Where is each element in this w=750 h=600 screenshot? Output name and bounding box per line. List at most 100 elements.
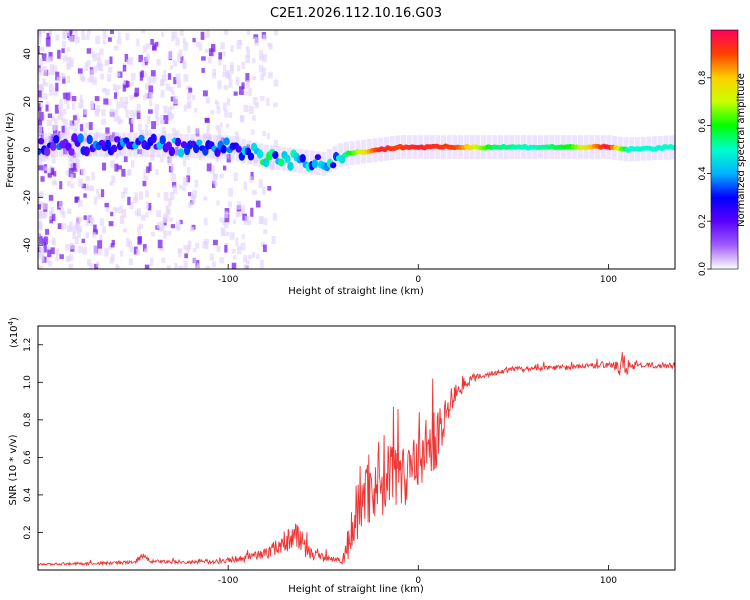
spectrogram-noise-cell	[38, 58, 43, 66]
spectrogram-noise-cell	[60, 73, 66, 79]
spectrogram-noise-cell	[48, 89, 53, 96]
snr-frame	[37, 325, 676, 571]
spectrogram-noise-cell	[110, 211, 114, 217]
spectrogram-noise-cell	[41, 53, 47, 61]
spectrogram-noise-cell	[96, 261, 100, 267]
spectrogram-noise-cell	[115, 153, 119, 159]
spectrogram-noise-cell	[134, 92, 138, 97]
spectrogram-noise-cell	[210, 43, 216, 52]
spectrogram-noise-cell	[159, 246, 165, 251]
spectrogram-noise-cell	[237, 246, 242, 255]
spectrogram-noise-cell	[54, 118, 58, 127]
spectrogram-noise-cell	[127, 196, 131, 206]
spectrogram-noise-cell	[65, 244, 70, 251]
spectrogram-noise-cell	[188, 192, 192, 197]
spectrogram-noise-cell	[62, 32, 66, 40]
spectrogram-halo-cell	[81, 132, 87, 157]
spectrogram-noise-cell	[214, 99, 218, 105]
spectrogram-noise-cell	[226, 98, 231, 106]
spectrogram-noise-cell	[177, 248, 182, 258]
spectrogram-noise-cell	[160, 156, 164, 163]
spectrogram-noise-cell	[110, 243, 115, 248]
spectrogram-noise-cell	[222, 165, 227, 171]
colorbar-tick-label: 0.6	[698, 118, 708, 133]
spectrogram-noise-cell	[247, 220, 252, 226]
spectrogram-noise-cell	[80, 168, 86, 175]
spectrogram-noise-cell	[273, 79, 279, 87]
spectrogram-noise-cell	[67, 181, 72, 187]
spectrogram-noise-cell	[204, 48, 209, 54]
spectrogram-noise-cell	[87, 259, 91, 266]
spectrogram-noise-cell	[122, 64, 127, 72]
spectrogram-noise-cell	[156, 210, 162, 218]
spectrogram-noise-cell	[225, 123, 230, 129]
snr-y-tick-label: 1.2	[23, 338, 33, 352]
spectrogram-noise-cell	[202, 90, 208, 97]
spectrogram-noise-cell	[119, 102, 125, 109]
spectrogram-noise-cell	[69, 58, 74, 68]
spectrogram-noise-cell	[146, 166, 150, 173]
spectrogram-noise-cell	[167, 73, 172, 80]
spectrogram-noise-cell	[112, 84, 117, 91]
spectrogram-noise-cell	[59, 181, 63, 190]
spectrogram-noise-cell	[52, 65, 58, 73]
spectrogram-noise-cell	[54, 104, 59, 114]
spectrogram-noise-cell	[142, 45, 147, 53]
spectrogram-noise-cell	[248, 105, 254, 114]
spectrogram-noise-cell	[45, 228, 50, 235]
spectrogram-noise-cell	[168, 217, 174, 222]
spectrogram-noise-cell	[267, 72, 273, 79]
spectrogram-noise-cell	[168, 86, 174, 92]
spectrogram-noise-cell	[250, 207, 254, 217]
spectrogram-noise-cell	[112, 207, 117, 212]
spectrogram-noise-cell	[104, 202, 109, 208]
spectrogram-noise-cell	[84, 62, 89, 72]
spectrogram-noise-cell	[69, 227, 74, 232]
spectrogram-noise-cell	[93, 224, 97, 233]
spectrogram-noise-cell	[126, 81, 130, 88]
spectrogram-signal-cell	[150, 133, 157, 144]
spectrogram-noise-cell	[129, 81, 134, 87]
spectrogram-noise-cell	[183, 73, 189, 82]
spectrogram-noise-cell	[237, 65, 241, 72]
spectrogram-noise-cell	[95, 52, 101, 61]
spectrogram-noise-cell	[210, 165, 215, 174]
spectrogram-noise-cell	[103, 98, 109, 105]
spectrogram-noise-cell	[68, 35, 74, 42]
spectrogram-noise-cell	[183, 159, 187, 167]
spectrogram-noise-cell	[212, 174, 217, 184]
spectrogram-noise-cell	[243, 255, 248, 263]
spectrogram-noise-cell	[63, 126, 67, 135]
spectrogram-noise-cell	[83, 215, 87, 220]
spectrogram-noise-cell	[85, 122, 89, 129]
spectrogram-noise-cell	[245, 80, 250, 89]
spectrogram-noise-cell	[77, 225, 83, 232]
spectrogram-noise-cell	[144, 83, 149, 90]
spectrogram-noise-cell	[156, 58, 161, 66]
spectrogram-noise-cell	[148, 97, 153, 106]
spectrogram-noise-cell	[258, 179, 263, 188]
spectrogram-noise-cell	[173, 77, 177, 85]
spectrogram-signal-cell	[299, 154, 306, 163]
spectrogram-noise-cell	[224, 222, 229, 229]
spectrogram-noise-cell	[229, 232, 235, 240]
spectrogram-signal-cell	[235, 145, 242, 153]
spectrogram-signal-cell	[247, 152, 255, 161]
spectrogram-noise-cell	[144, 56, 150, 63]
spectrogram-noise-cell	[73, 128, 78, 138]
spectrogram-noise-cell	[145, 190, 149, 198]
spectrogram-noise-cell	[68, 254, 74, 261]
spectrogram-noise-cell	[94, 133, 98, 142]
spectrogram-signal-cell	[98, 139, 106, 147]
spectrogram-noise-cell	[76, 117, 80, 124]
spectrogram-noise-cell	[160, 119, 165, 125]
spectrogram-noise-cell	[55, 71, 60, 81]
spectrogram-noise-cell	[92, 65, 98, 73]
spectrogram-noise-cell	[144, 248, 148, 254]
spectrogram-noise-cell	[175, 220, 181, 230]
spectrogram-noise-cell	[194, 179, 199, 188]
spectrogram-noise-cell	[262, 186, 266, 195]
spectrogram-noise-cell	[233, 91, 238, 96]
spectrogram-noise-cell	[116, 38, 122, 45]
